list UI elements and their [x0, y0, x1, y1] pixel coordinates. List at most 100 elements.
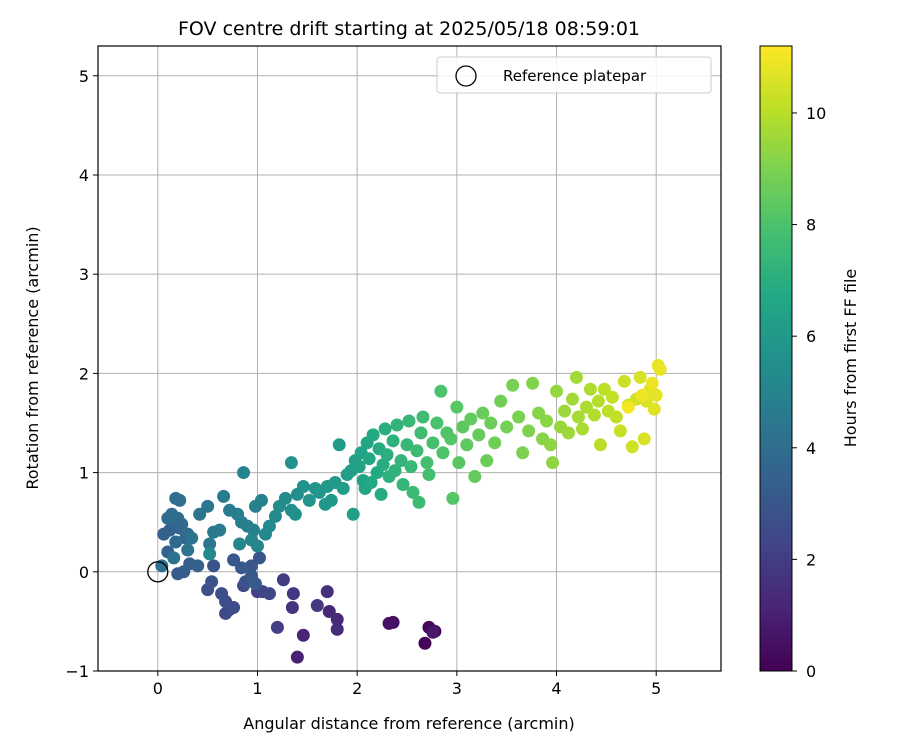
- y-axis-ticks: −1 0 1 2 3 4 5: [65, 67, 98, 681]
- data-point: [169, 535, 183, 549]
- data-point: [430, 416, 444, 430]
- data-point: [336, 481, 350, 495]
- x-tick-label: 5: [651, 679, 661, 698]
- data-point: [516, 446, 530, 460]
- data-point: [165, 507, 179, 521]
- y-tick-label: −1: [65, 662, 89, 681]
- data-point: [579, 400, 593, 414]
- data-point: [476, 406, 490, 420]
- data-point: [416, 410, 430, 424]
- y-tick-label: 4: [79, 166, 89, 185]
- data-point: [193, 507, 207, 521]
- y-tick-label: 1: [79, 464, 89, 483]
- data-point: [426, 436, 440, 450]
- data-point: [203, 547, 217, 561]
- x-axis-ticks: 0 1 2 3 4 5: [153, 671, 661, 698]
- data-point: [302, 493, 316, 507]
- data-point: [322, 604, 336, 618]
- data-point: [233, 537, 247, 551]
- data-point: [207, 559, 221, 573]
- data-point: [286, 587, 300, 601]
- data-point: [310, 599, 324, 613]
- data-point: [633, 370, 647, 384]
- colorbar-tick-label: 0: [806, 662, 816, 681]
- data-point: [506, 378, 520, 392]
- data-point: [201, 499, 215, 513]
- data-point: [346, 507, 360, 521]
- colorbar-tick-label: 10: [806, 104, 826, 123]
- data-point: [647, 402, 661, 416]
- data-point: [550, 384, 564, 398]
- x-tick-label: 1: [252, 679, 262, 698]
- data-point: [587, 408, 601, 422]
- data-point: [500, 420, 514, 434]
- data-point: [290, 650, 304, 664]
- data-point: [386, 434, 400, 448]
- data-point: [460, 438, 474, 452]
- data-point: [484, 416, 498, 430]
- colorbar-tick-label: 2: [806, 550, 816, 569]
- data-point: [262, 519, 276, 533]
- data-point: [546, 456, 560, 470]
- data-point: [191, 559, 205, 573]
- data-point: [540, 414, 554, 428]
- data-point: [434, 384, 448, 398]
- plot-frame: [97, 45, 722, 672]
- data-point: [609, 410, 623, 424]
- data-point: [248, 577, 262, 591]
- data-point: [637, 432, 651, 446]
- data-point: [522, 424, 536, 438]
- data-point: [374, 487, 388, 501]
- data-point: [394, 454, 408, 468]
- data-point: [412, 495, 426, 509]
- reference-platepar-marker: [147, 561, 169, 583]
- data-point: [456, 420, 470, 434]
- data-point: [330, 622, 344, 636]
- legend-box: [436, 56, 712, 94]
- y-tick-label: 3: [79, 265, 89, 284]
- data-point: [422, 468, 436, 482]
- data-point: [649, 388, 663, 402]
- data-point: [402, 414, 416, 428]
- data-point: [215, 587, 229, 601]
- data-point: [420, 456, 434, 470]
- data-point: [270, 620, 284, 634]
- data-point: [330, 612, 344, 626]
- data-point: [468, 470, 482, 484]
- data-point: [446, 491, 460, 505]
- data-point: [296, 479, 310, 493]
- data-point: [565, 392, 579, 406]
- data-point: [235, 561, 249, 575]
- x-tick-label: 4: [551, 679, 561, 698]
- data-point: [268, 509, 282, 523]
- data-point: [254, 493, 268, 507]
- data-point: [653, 362, 667, 376]
- x-tick-label: 3: [452, 679, 462, 698]
- colorbar-tick-label: 6: [806, 327, 816, 346]
- data-point: [472, 428, 486, 442]
- data-point: [390, 418, 404, 432]
- y-tick-label: 5: [79, 67, 89, 86]
- x-tick-label: 0: [153, 679, 163, 698]
- data-point: [320, 585, 334, 599]
- data-point: [494, 394, 508, 408]
- data-point: [366, 428, 380, 442]
- data-point: [583, 382, 597, 396]
- data-point: [285, 601, 299, 615]
- data-point: [621, 400, 635, 414]
- data-point: [276, 573, 290, 587]
- data-point: [324, 493, 338, 507]
- data-point: [167, 551, 181, 565]
- colorbar-tick-label: 8: [806, 216, 816, 235]
- data-point: [450, 400, 464, 414]
- legend: Reference platepar: [436, 56, 712, 94]
- data-point: [245, 559, 259, 573]
- data-point: [558, 404, 572, 418]
- y-axis-label: Rotation from reference (arcmin): [23, 226, 42, 489]
- data-point: [262, 587, 276, 601]
- data-point: [617, 374, 631, 388]
- data-point: [175, 517, 189, 531]
- colorbar-ticks: 0 2 4 6 8 10: [792, 104, 826, 681]
- data-point: [613, 424, 627, 438]
- data-point: [362, 452, 376, 466]
